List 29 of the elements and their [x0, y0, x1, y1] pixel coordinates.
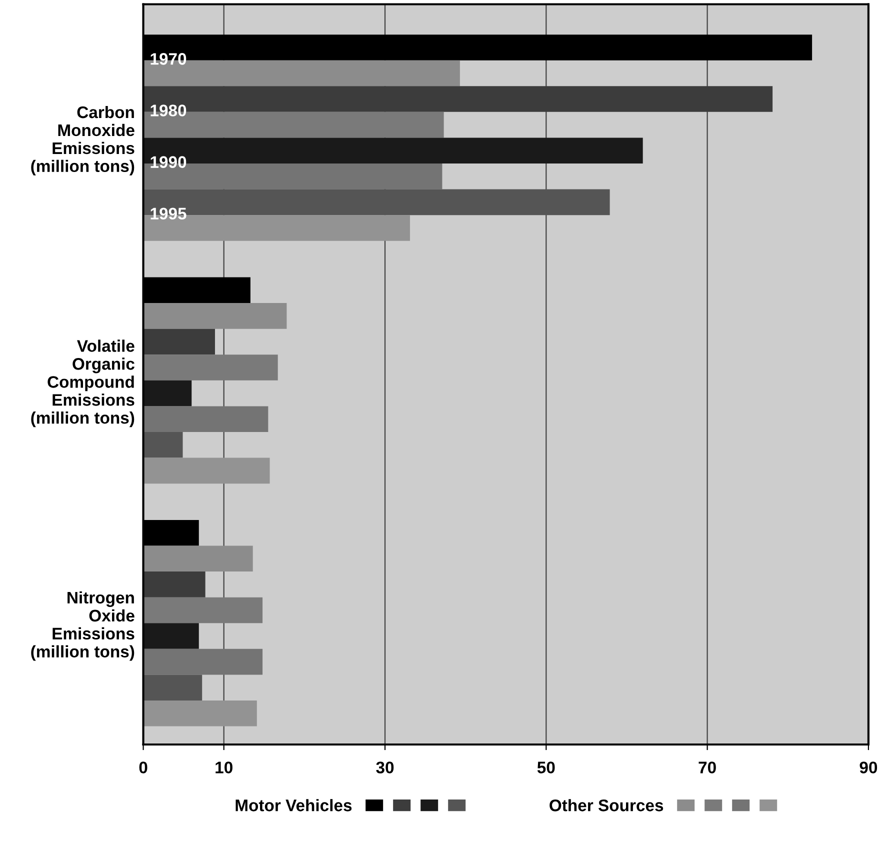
- y-tick-label: Nitrogen Oxide Emissions (million tons): [31, 591, 134, 661]
- bar: [143, 700, 257, 726]
- bar: [143, 623, 199, 649]
- annotation: 1990: [150, 156, 186, 168]
- legend-label: Motor Vehicles: [236, 799, 352, 812]
- bar: [143, 674, 202, 700]
- bar: [143, 303, 287, 329]
- bar: [143, 380, 192, 406]
- bar: [143, 458, 270, 484]
- annotation: 1995: [150, 208, 186, 220]
- x-tick-label: 10: [216, 762, 232, 774]
- legend-label: Other Sources: [550, 799, 664, 812]
- bar: [143, 572, 206, 598]
- x-tick-label: 0: [139, 762, 148, 774]
- bar: [143, 432, 183, 458]
- y-tick-label: Volatile Organic Compound Emissions (million tons): [31, 340, 134, 428]
- bar: [143, 648, 263, 675]
- bar: [143, 354, 278, 380]
- bar: [143, 406, 268, 432]
- y-tick-label: Carbon Monoxide Emissions (million tons): [31, 106, 134, 176]
- x-tick-label: 70: [698, 762, 716, 774]
- bar: [143, 328, 215, 355]
- annotation: 1980: [150, 104, 186, 116]
- x-tick-label: 30: [376, 762, 394, 774]
- x-tick-label: 50: [537, 762, 555, 774]
- x-tick-label: 90: [860, 762, 878, 774]
- annotation: 1970: [150, 53, 186, 65]
- bar: [143, 597, 263, 624]
- bar: [143, 546, 253, 572]
